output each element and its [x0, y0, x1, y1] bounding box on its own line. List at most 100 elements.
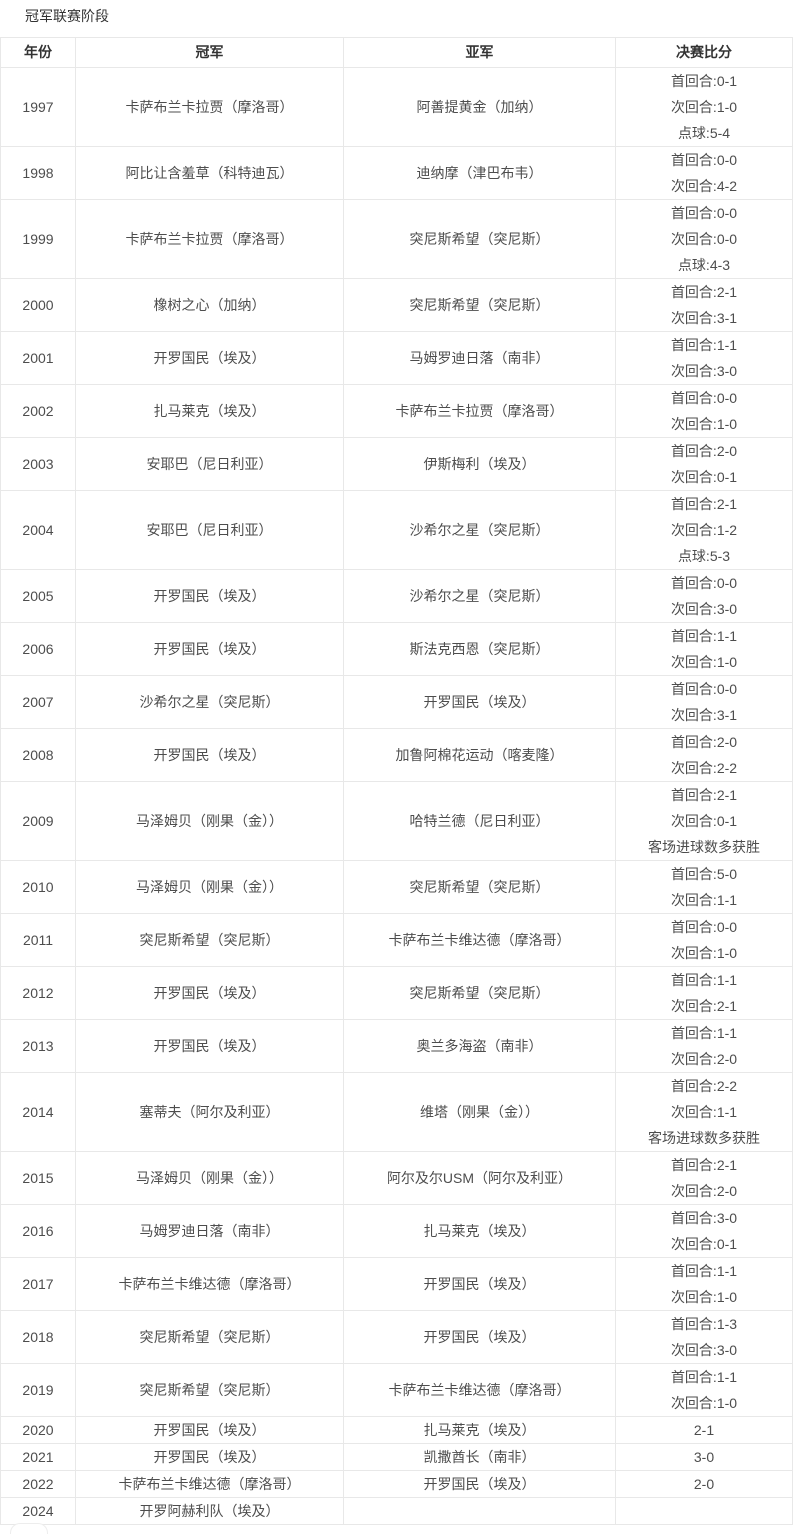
score-line: 2-0: [693, 1476, 715, 1492]
table-row: 2009 马泽姆贝（刚果（金）） 哈特兰德（尼日利亚） 首回合:2-1 次回合:0-1 客…: [0, 781, 793, 861]
results-table-container: 年份 冠军 亚军 决赛比分 1997 卡萨布兰卡拉贾（摩洛哥） 阿善提黄金（加纳）首…: [0, 37, 794, 1534]
runner-up-cell: 卡萨布兰卡维达德（摩洛哥）: [343, 1363, 616, 1417]
table-row: 2013 开罗国民（埃及） 奥兰多海盗（南非） 首回合:1-1 次回合:2-0: [0, 1019, 793, 1073]
final-score-cell: 首回合:0-0 次回合:1-0: [615, 913, 793, 967]
column-header-champion: 冠军: [75, 37, 344, 68]
runner-up-cell: 卡萨布兰卡维达德（摩洛哥）: [343, 913, 616, 967]
year-cell: 2016: [0, 1204, 76, 1258]
runner-up-cell: 扎马莱克（埃及）: [343, 1204, 616, 1258]
score-line: 次回合:0-1: [670, 813, 738, 829]
table-row: 2022 卡萨布兰卡维达德（摩洛哥） 开罗国民（埃及） 2-0: [0, 1470, 793, 1498]
final-score-cell: 首回合:1-1 次回合:3-0: [615, 331, 793, 385]
score-line: 次回合:3-0: [670, 601, 738, 617]
score-line: 首回合:0-0: [670, 681, 738, 697]
score-line: 次回合:1-1: [670, 1104, 738, 1120]
year-cell: 2014: [0, 1072, 76, 1152]
table-row: 2014 塞蒂夫（阿尔及利亚） 维塔（刚果（金）） 首回合:2-2 次回合:1-1 客场进…: [0, 1072, 793, 1152]
champion-cell: 扎马莱克（埃及）: [75, 384, 344, 438]
score-line: 次回合:2-1: [670, 998, 738, 1014]
runner-up-cell: 维塔（刚果（金））: [343, 1072, 616, 1152]
final-score-cell: 首回合:5-0 次回合:1-1: [615, 860, 793, 914]
score-line: 点球:5-4: [677, 125, 731, 141]
final-score-cell: 首回合:0-0 次回合:3-0: [615, 569, 793, 623]
score-line: 次回合:1-0: [670, 1395, 738, 1411]
champion-cell: 开罗国民（埃及）: [75, 1416, 344, 1444]
year-cell: 2002: [0, 384, 76, 438]
year-cell: 2015: [0, 1151, 76, 1205]
runner-up-cell: 沙希尔之星（突尼斯）: [343, 569, 616, 623]
runner-up-cell: 迪纳摩（津巴布韦）: [343, 146, 616, 200]
table-row: 2000 橡树之心（加纳） 突尼斯希望（突尼斯） 首回合:2-1 次回合:3-1: [0, 278, 793, 332]
year-cell: 2012: [0, 966, 76, 1020]
year-cell: 2021: [0, 1443, 76, 1471]
runner-up-cell: 突尼斯希望（突尼斯）: [343, 966, 616, 1020]
runner-up-cell: 卡萨布兰卡拉贾（摩洛哥）: [343, 384, 616, 438]
runner-up-cell: 阿尔及尔USM（阿尔及利亚）: [343, 1151, 616, 1205]
score-line: 次回合:4-2: [670, 178, 738, 194]
runner-up-cell: 开罗国民（埃及）: [343, 1257, 616, 1311]
score-line: 次回合:3-1: [670, 310, 738, 326]
year-cell: 2009: [0, 781, 76, 861]
runner-up-cell: 奥兰多海盗（南非）: [343, 1019, 616, 1073]
table-row: 2010 马泽姆贝（刚果（金）） 突尼斯希望（突尼斯） 首回合:5-0 次回合:1-1: [0, 860, 793, 914]
year-cell: 1998: [0, 146, 76, 200]
score-line: 次回合:1-0: [670, 416, 738, 432]
champion-cell: 安耶巴（尼日利亚）: [75, 490, 344, 570]
year-cell: 2006: [0, 622, 76, 676]
table-row: 1997 卡萨布兰卡拉贾（摩洛哥） 阿善提黄金（加纳） 首回合:0-1 次回合:1-0 点…: [0, 67, 793, 147]
results-table: 年份 冠军 亚军 决赛比分 1997 卡萨布兰卡拉贾（摩洛哥） 阿善提黄金（加纳）首…: [0, 37, 793, 1525]
score-line: 首回合:0-0: [670, 205, 738, 221]
score-line: 首回合:1-1: [670, 628, 738, 644]
final-score-cell: 首回合:1-1 次回合:1-0: [615, 1363, 793, 1417]
score-line: 次回合:1-0: [670, 945, 738, 961]
final-score-cell: 首回合:0-0 次回合:1-0: [615, 384, 793, 438]
column-header-final-score: 决赛比分: [615, 37, 793, 68]
score-line: 首回合:1-1: [670, 972, 738, 988]
table-row: 2002 扎马莱克（埃及） 卡萨布兰卡拉贾（摩洛哥） 首回合:0-0 次回合:1-0: [0, 384, 793, 438]
table-row: 2011 突尼斯希望（突尼斯） 卡萨布兰卡维达德（摩洛哥） 首回合:0-0 次回合:1-…: [0, 913, 793, 967]
year-cell: 2010: [0, 860, 76, 914]
year-cell: 2024: [0, 1497, 76, 1525]
score-line: 次回合:1-0: [670, 1289, 738, 1305]
champion-cell: 橡树之心（加纳）: [75, 278, 344, 332]
table-row: 2020 开罗国民（埃及） 扎马莱克（埃及） 2-1: [0, 1416, 793, 1444]
score-line: 首回合:2-1: [670, 1157, 738, 1173]
final-score-cell: 首回合:2-0 次回合:2-2: [615, 728, 793, 782]
score-line: 2-1: [693, 1422, 715, 1438]
score-line: 首回合:1-1: [670, 1263, 738, 1279]
score-line: 次回合:0-1: [670, 1236, 738, 1252]
year-cell: 2000: [0, 278, 76, 332]
header-row: 年份 冠军 亚军 决赛比分: [0, 37, 793, 68]
final-score-cell: 首回合:1-1 次回合:1-0: [615, 1257, 793, 1311]
score-line: 点球:5-3: [677, 548, 731, 564]
champion-cell: 开罗国民（埃及）: [75, 569, 344, 623]
year-cell: 2020: [0, 1416, 76, 1444]
runner-up-cell: 加鲁阿棉花运动（喀麦隆）: [343, 728, 616, 782]
runner-up-cell: 突尼斯希望（突尼斯）: [343, 860, 616, 914]
score-line: 首回合:0-0: [670, 152, 738, 168]
score-line: 次回合:1-1: [670, 892, 738, 908]
table-row: 2024 开罗阿赫利队（埃及）: [0, 1497, 793, 1525]
runner-up-cell: 突尼斯希望（突尼斯）: [343, 199, 616, 279]
table-row: 2005 开罗国民（埃及） 沙希尔之星（突尼斯） 首回合:0-0 次回合:3-0: [0, 569, 793, 623]
score-line: 首回合:0-0: [670, 390, 738, 406]
champion-cell: 突尼斯希望（突尼斯）: [75, 1310, 344, 1364]
year-cell: 2005: [0, 569, 76, 623]
year-cell: 1997: [0, 67, 76, 147]
final-score-cell: 2-0: [615, 1470, 793, 1498]
score-line: 首回合:0-1: [670, 73, 738, 89]
score-line: 点球:4-3: [677, 257, 731, 273]
score-line: 首回合:2-1: [670, 284, 738, 300]
section-title: 冠军联赛阶段: [25, 8, 109, 24]
table-row: 2008 开罗国民（埃及） 加鲁阿棉花运动（喀麦隆） 首回合:2-0 次回合:2-2: [0, 728, 793, 782]
score-line: 首回合:1-1: [670, 1025, 738, 1041]
champion-cell: 开罗国民（埃及）: [75, 1019, 344, 1073]
champion-cell: 马泽姆贝（刚果（金））: [75, 781, 344, 861]
champion-cell: 卡萨布兰卡拉贾（摩洛哥）: [75, 67, 344, 147]
champion-cell: 安耶巴（尼日利亚）: [75, 437, 344, 491]
score-line: 次回合:0-0: [670, 231, 738, 247]
score-line: 首回合:1-1: [670, 337, 738, 353]
runner-up-cell: 突尼斯希望（突尼斯）: [343, 278, 616, 332]
table-row: 2012 开罗国民（埃及） 突尼斯希望（突尼斯） 首回合:1-1 次回合:2-1: [0, 966, 793, 1020]
champion-cell: 突尼斯希望（突尼斯）: [75, 913, 344, 967]
